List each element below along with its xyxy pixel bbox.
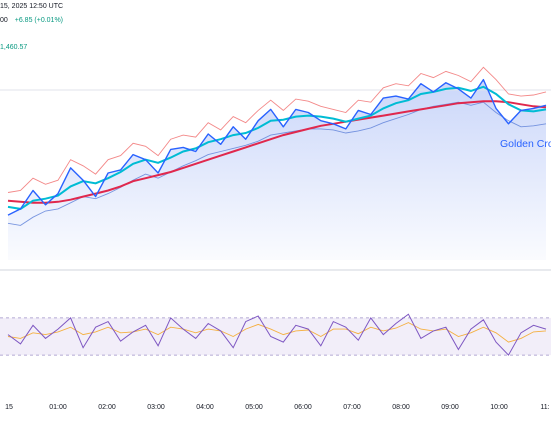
x-tick-label: 01:00	[49, 404, 67, 411]
x-axis-tick-layer: 15 01:00 02:00 03:00 04:00 05:00 06:00 07:00 08:…	[5, 404, 550, 411]
x-tick-label: 02:00	[98, 404, 116, 411]
price-line	[7, 78, 547, 216]
oscillator-band-fill	[0, 317, 551, 356]
header-quote-change: +6.85 (+0.01%)	[14, 17, 64, 24]
golden-cross-annotation: Golden Cro	[500, 138, 551, 150]
oscillator-line	[7, 313, 547, 356]
x-tick-label: 08:00	[392, 404, 410, 411]
price-line-layer	[7, 78, 547, 216]
x-tick-label: 05:00	[245, 404, 263, 411]
area-fill-layer	[8, 79, 546, 260]
header-quote-prefix: 00	[0, 17, 8, 24]
x-tick-label: 11:	[540, 404, 549, 411]
x-tick-label: 09:00	[441, 404, 459, 411]
upper-band-line	[7, 66, 547, 193]
x-tick-label: 04:00	[196, 404, 214, 411]
x-tick-label: 03:00	[147, 404, 165, 411]
oscillator-signal-line	[7, 322, 547, 343]
header-ma-value: 1,460.57	[0, 44, 28, 51]
x-tick-label: 07:00	[343, 404, 361, 411]
header-date: 15, 2025 12:50 UTC	[0, 3, 64, 10]
x-tick-label: 15	[5, 404, 13, 411]
x-tick-label: 06:00	[294, 404, 312, 411]
x-tick-label: 10:00	[490, 404, 508, 411]
price-area-fill	[8, 79, 546, 260]
header-quote: 00 +6.85 (+0.01%)	[0, 17, 63, 24]
oscillator-band-layer	[0, 317, 551, 356]
oscillator-layer	[7, 313, 547, 356]
